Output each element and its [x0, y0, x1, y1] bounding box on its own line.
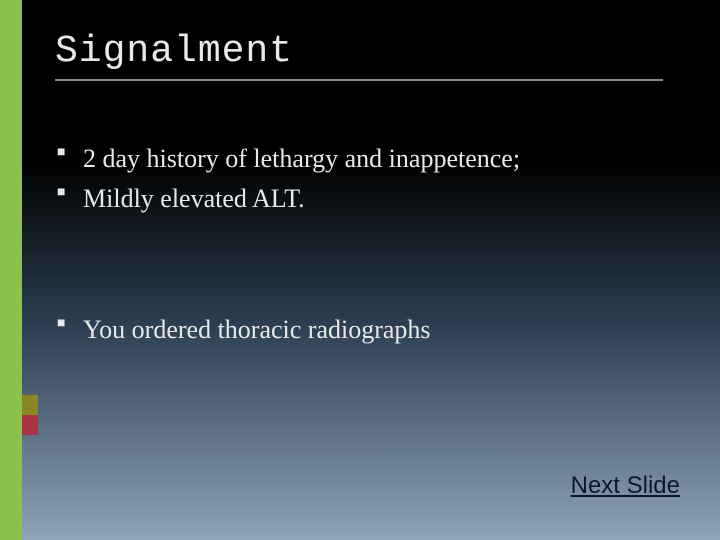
list-item: Mildly elevated ALT. — [55, 181, 680, 217]
spacer — [55, 222, 680, 312]
decoration-block-red — [22, 415, 38, 435]
bullet-list-1: 2 day history of lethargy and inappetenc… — [55, 141, 680, 218]
slide-title: Signalment — [55, 30, 680, 73]
next-slide-link[interactable]: Next Slide — [571, 472, 680, 500]
left-accent-bar — [0, 0, 22, 540]
bullet-list-2: You ordered thoracic radiographs — [55, 312, 680, 348]
title-underline — [55, 79, 663, 81]
list-item: You ordered thoracic radiographs — [55, 312, 680, 348]
decoration-block-top — [22, 44, 38, 64]
decoration-block-olive — [22, 395, 38, 415]
slide-content: Signalment 2 day history of lethargy and… — [55, 30, 680, 352]
list-item: 2 day history of lethargy and inappetenc… — [55, 141, 680, 177]
